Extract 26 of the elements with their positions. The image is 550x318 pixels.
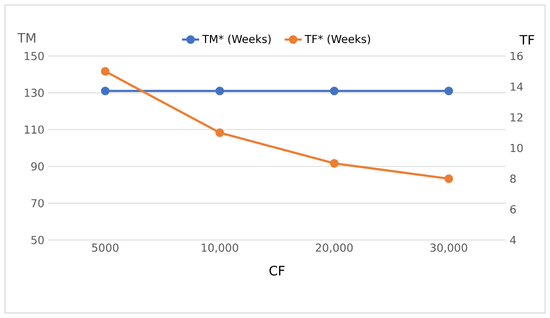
- point: [100, 67, 110, 76]
- y-tick-label: 50: [31, 236, 44, 244]
- point: [215, 128, 224, 137]
- y-axis-title: TM: [17, 33, 36, 43]
- y-tick-label: 90: [31, 162, 44, 171]
- y2-tick-label: 14: [510, 82, 523, 91]
- y2-tick-label: 4: [510, 236, 516, 244]
- x-axis-title: CF: [269, 266, 284, 276]
- y2-tick-label: 6: [510, 205, 516, 214]
- y-tick-label: 110: [24, 125, 44, 134]
- legend-label: TF* (Weeks): [304, 34, 370, 44]
- x-tick-label: 20,000: [316, 244, 353, 253]
- x-tick-label: 30,000: [430, 244, 468, 253]
- legend-label: TM* (Weeks): [202, 34, 271, 44]
- y-tick-label: 130: [24, 88, 44, 97]
- y-tick-label: 70: [31, 199, 44, 208]
- point: [330, 159, 339, 168]
- y-tick-label: 150: [24, 52, 44, 60]
- x-tick-label: 5000: [92, 244, 118, 252]
- y2-tick-label: 12: [510, 113, 522, 122]
- y2-tick-label: 16: [510, 52, 523, 60]
- x-tick-label: 10,000: [202, 244, 238, 253]
- point: [444, 174, 454, 183]
- y2-tick-label: 10: [510, 144, 523, 152]
- y2-tick-label: 8: [510, 174, 516, 183]
- y2-axis-title: TF: [519, 35, 534, 45]
